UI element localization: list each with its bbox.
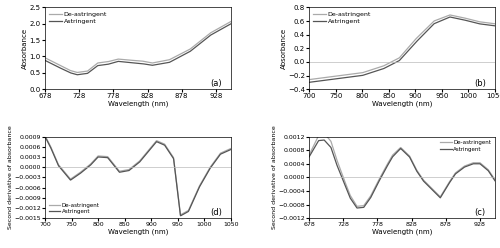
- Astringent: [90, 68, 96, 71]
- Line: Astringent: Astringent: [45, 24, 231, 75]
- Astringent: [447, 16, 453, 19]
- De-astringent: [354, 72, 360, 75]
- Text: (a): (a): [210, 79, 222, 88]
- Astringent: [155, 141, 161, 144]
- De-astringent: [339, 74, 345, 77]
- X-axis label: Wavelength (nm): Wavelength (nm): [372, 229, 432, 235]
- Astringent: [202, 175, 208, 178]
- Astringent: [446, 16, 452, 19]
- De-astringent: [152, 61, 158, 64]
- X-axis label: Wavelength (nm): Wavelength (nm): [108, 101, 168, 107]
- Astringent: [184, 211, 190, 214]
- De-astringent: [448, 179, 454, 182]
- X-axis label: Wavelength (nm): Wavelength (nm): [108, 229, 168, 235]
- Astringent: [166, 61, 172, 64]
- Astringent: [306, 155, 312, 158]
- De-astringent: [75, 71, 81, 74]
- De-astringent: [42, 134, 48, 137]
- Astringent: [160, 143, 166, 146]
- De-astringent: [446, 14, 452, 17]
- De-astringent: [178, 213, 184, 216]
- Line: De-astringent: De-astringent: [309, 15, 495, 80]
- De-astringent: [54, 158, 60, 161]
- Astringent: [420, 178, 426, 181]
- De-astringent: [150, 143, 156, 146]
- Line: Astringent: Astringent: [309, 17, 495, 82]
- Astringent: [42, 59, 48, 62]
- Y-axis label: Absorbance: Absorbance: [22, 28, 28, 69]
- Text: (d): (d): [210, 208, 222, 217]
- De-astringent: [155, 140, 161, 143]
- Text: (c): (c): [474, 208, 486, 217]
- De-astringent: [466, 163, 472, 166]
- De-astringent: [321, 132, 327, 135]
- Astringent: [74, 73, 80, 76]
- Y-axis label: Second derivative of absorbance: Second derivative of absorbance: [8, 125, 12, 229]
- Legend: De-astringent, Astringent: De-astringent, Astringent: [440, 139, 492, 153]
- Astringent: [306, 81, 312, 84]
- Legend: De-astringent, Astringent: De-astringent, Astringent: [48, 202, 100, 216]
- De-astringent: [182, 50, 188, 53]
- De-astringent: [166, 58, 172, 61]
- X-axis label: Wavelength (nm): Wavelength (nm): [372, 101, 432, 107]
- Astringent: [354, 207, 360, 210]
- Astringent: [152, 63, 158, 66]
- De-astringent: [74, 71, 80, 74]
- Astringent: [414, 171, 420, 174]
- Astringent: [228, 148, 234, 151]
- Astringent: [182, 53, 188, 56]
- De-astringent: [228, 20, 234, 23]
- Astringent: [492, 24, 498, 27]
- De-astringent: [420, 177, 426, 180]
- De-astringent: [126, 59, 132, 62]
- Astringent: [390, 62, 396, 65]
- De-astringent: [492, 178, 498, 181]
- De-astringent: [202, 174, 208, 177]
- Legend: De-astringent, Astringent: De-astringent, Astringent: [312, 11, 372, 25]
- De-astringent: [425, 183, 431, 186]
- De-astringent: [42, 56, 48, 59]
- Line: De-astringent: De-astringent: [45, 22, 231, 72]
- De-astringent: [228, 147, 234, 150]
- Astringent: [425, 184, 431, 187]
- De-astringent: [90, 65, 96, 68]
- Astringent: [126, 61, 132, 64]
- Astringent: [492, 179, 498, 182]
- Astringent: [339, 77, 345, 80]
- Astringent: [318, 139, 324, 142]
- Astringent: [178, 214, 184, 217]
- Astringent: [228, 22, 234, 25]
- Astringent: [466, 164, 472, 167]
- De-astringent: [414, 170, 420, 173]
- Legend: De-astringent, Astringent: De-astringent, Astringent: [48, 11, 108, 25]
- Astringent: [430, 23, 436, 26]
- De-astringent: [430, 20, 436, 23]
- Astringent: [42, 135, 48, 138]
- De-astringent: [390, 60, 396, 62]
- Line: Astringent: Astringent: [309, 140, 495, 208]
- De-astringent: [160, 142, 166, 145]
- Astringent: [321, 138, 327, 141]
- Astringent: [448, 180, 454, 183]
- De-astringent: [306, 78, 312, 81]
- De-astringent: [492, 22, 498, 25]
- De-astringent: [416, 35, 422, 38]
- Astringent: [54, 159, 60, 162]
- Astringent: [416, 38, 422, 41]
- Astringent: [354, 75, 360, 78]
- Y-axis label: Absorbance: Absorbance: [280, 28, 286, 69]
- De-astringent: [184, 210, 190, 213]
- Line: De-astringent: De-astringent: [309, 133, 495, 206]
- De-astringent: [447, 13, 453, 16]
- Astringent: [75, 73, 81, 76]
- Y-axis label: Second derivative of absorbance: Second derivative of absorbance: [272, 125, 276, 229]
- De-astringent: [306, 154, 312, 157]
- Line: Astringent: Astringent: [45, 137, 231, 216]
- Astringent: [150, 144, 156, 147]
- Line: De-astringent: De-astringent: [45, 135, 231, 215]
- Text: (b): (b): [474, 79, 486, 88]
- De-astringent: [354, 205, 360, 208]
- De-astringent: [318, 133, 324, 136]
